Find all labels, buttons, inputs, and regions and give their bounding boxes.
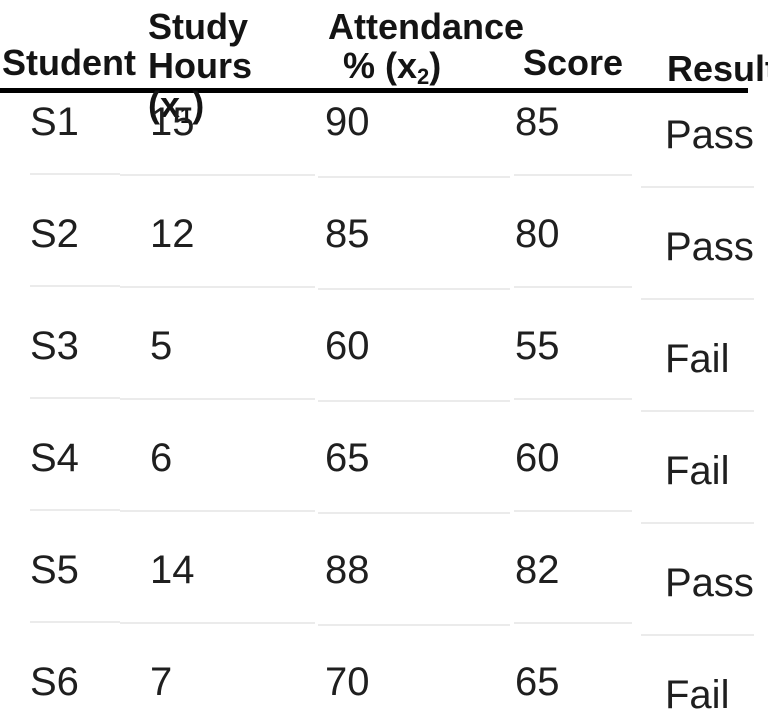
- cell-student: S6: [0, 656, 120, 728]
- cell-score: 85: [510, 96, 640, 208]
- cell-score: 82: [510, 544, 640, 656]
- cell-result: Fail: [640, 656, 768, 728]
- cell-score: 65: [510, 656, 640, 728]
- cell-score: 55: [510, 320, 640, 432]
- header-cell-result: Result: [640, 6, 768, 130]
- subscript-2: 2: [417, 64, 430, 89]
- header-label-hours-x1: Hours (x1): [148, 45, 253, 128]
- cell-result: Pass: [640, 96, 768, 208]
- table-row: S5 14 88 82 Pass: [0, 544, 768, 656]
- header-label-attendance: Attendance: [328, 6, 525, 47]
- subscript-1: 1: [180, 103, 193, 128]
- header-rule: [0, 88, 748, 93]
- table-row: S1 15 90 85 Pass: [0, 96, 768, 208]
- cell-study-hours: 6: [120, 432, 315, 544]
- cell-student: S2: [0, 208, 120, 320]
- header-cell-score: Score: [510, 0, 640, 124]
- cell-attendance: 60: [315, 320, 510, 432]
- cell-result: Pass: [640, 208, 768, 320]
- cell-attendance: 65: [315, 432, 510, 544]
- cell-result: Fail: [640, 320, 768, 432]
- table-header-row: Student Study Hours (x1) Attendance % (x…: [0, 0, 768, 127]
- cell-student: S4: [0, 432, 120, 544]
- cell-attendance: 70: [315, 656, 510, 728]
- cell-student: S3: [0, 320, 120, 432]
- header-label-student: Student: [2, 41, 136, 83]
- table-row: S4 6 65 60 Fail: [0, 432, 768, 544]
- cell-student: S1: [0, 96, 120, 208]
- table-row: S3 5 60 55 Fail: [0, 320, 768, 432]
- cell-attendance: 88: [315, 544, 510, 656]
- table-body: S1 15 90 85 Pass S2 12 85 80 Pass S3 5 6…: [0, 93, 768, 728]
- header-label-study: Study: [148, 6, 249, 47]
- cell-result: Pass: [640, 544, 768, 656]
- header-cell-study-hours: Study Hours (x1): [120, 0, 315, 128]
- table-row: S2 12 85 80 Pass: [0, 208, 768, 320]
- cell-score: 60: [510, 432, 640, 544]
- cell-study-hours: 12: [120, 208, 315, 320]
- cell-result: Fail: [640, 432, 768, 544]
- cell-study-hours: 15: [120, 96, 315, 208]
- cell-attendance: 90: [315, 96, 510, 208]
- header-label-result: Result: [667, 47, 768, 89]
- header-cell-attendance: Attendance % (x2): [315, 0, 525, 124]
- header-label-score: Score: [523, 41, 624, 83]
- cell-student: S5: [0, 544, 120, 656]
- cell-attendance: 85: [315, 208, 510, 320]
- cell-score: 80: [510, 208, 640, 320]
- cell-study-hours: 5: [120, 320, 315, 432]
- cell-study-hours: 7: [120, 656, 315, 728]
- header-label-percent-x2: % (x2): [343, 45, 442, 89]
- table-row: S6 7 70 65 Fail: [0, 656, 768, 728]
- header-cell-student: Student: [0, 0, 136, 124]
- cell-study-hours: 14: [120, 544, 315, 656]
